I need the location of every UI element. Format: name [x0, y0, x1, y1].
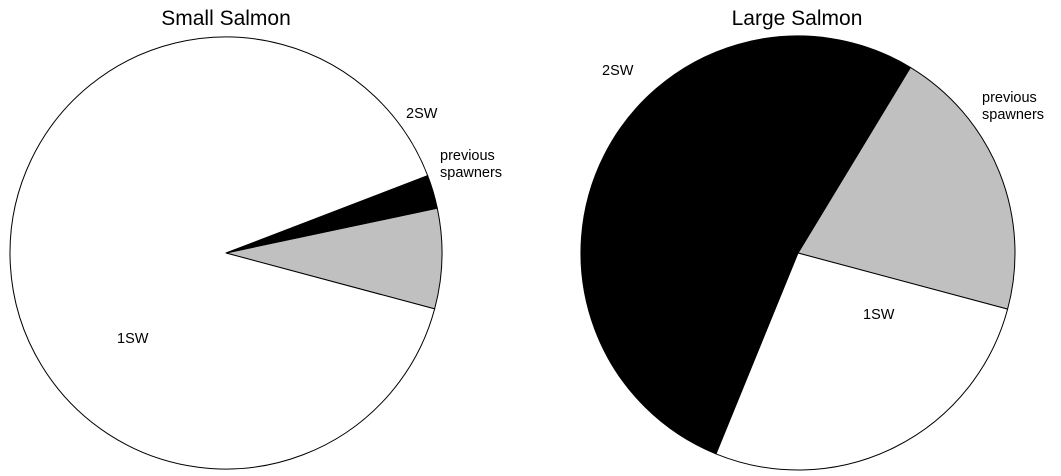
small-salmon-slice-1sw	[9, 36, 436, 470]
small-salmon-pie: Small Salmon 1SW 2SW previous spawners	[9, 7, 502, 470]
large-salmon-slice-1sw	[715, 252, 1009, 471]
small-salmon-label-previous-spawners: previous spawners	[440, 148, 502, 181]
large-salmon-slice-2sw	[580, 35, 911, 455]
small-salmon-slices	[9, 36, 443, 470]
large-salmon-label-1sw: 1SW	[863, 307, 895, 323]
small-salmon-label-2sw: 2SW	[406, 106, 438, 122]
small-salmon-slice-previous-spawners	[225, 207, 443, 310]
large-salmon-slice-previous-spawners	[797, 66, 1016, 310]
label-line: previous	[440, 148, 495, 164]
large-salmon-label-2sw: 2SW	[602, 63, 634, 79]
small-salmon-title: Small Salmon	[161, 7, 291, 30]
large-salmon-slices	[580, 35, 1016, 471]
label-line: spawners	[982, 107, 1044, 123]
label-line: previous	[982, 90, 1037, 106]
large-salmon-label-previous-spawners: previous spawners	[982, 90, 1044, 123]
small-salmon-label-1sw: 1SW	[117, 331, 149, 347]
label-line: spawners	[440, 165, 502, 181]
large-salmon-pie: Large Salmon 1SW 2SW previous spawners	[580, 7, 1044, 471]
large-salmon-title: Large Salmon	[732, 7, 863, 30]
